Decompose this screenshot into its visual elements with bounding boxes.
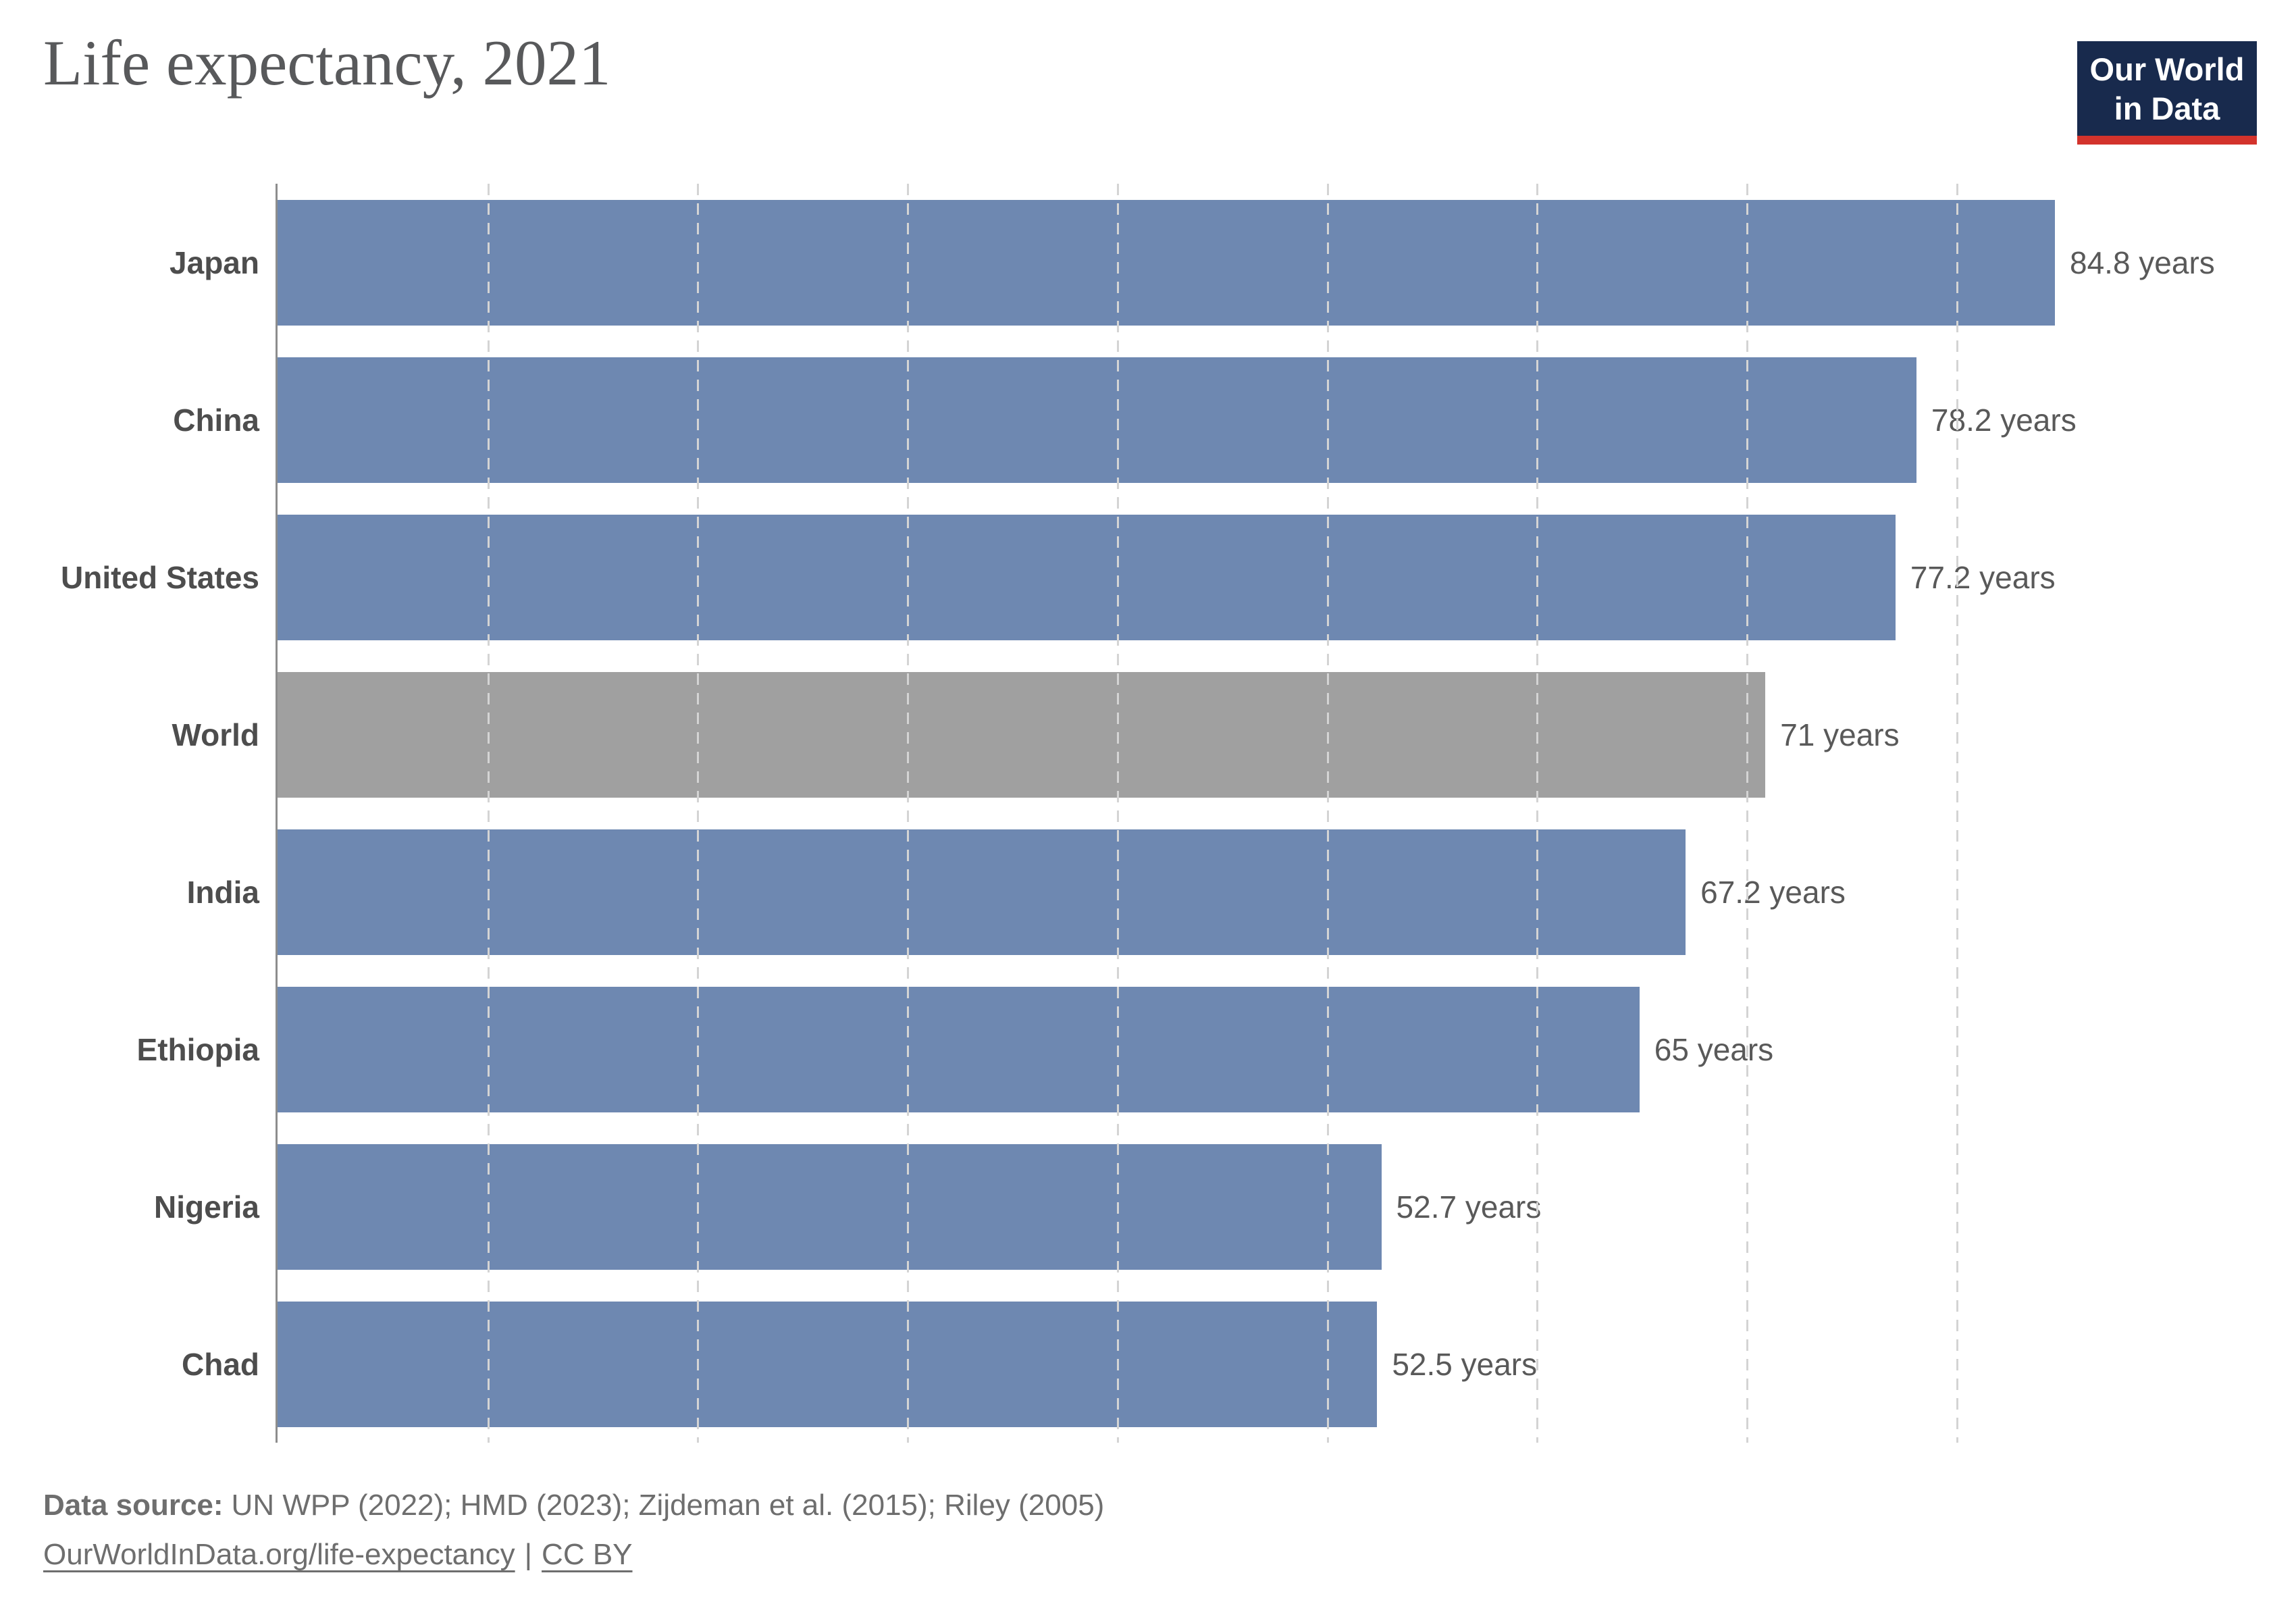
value-label: 67.2 years <box>1700 874 1846 910</box>
bar-nigeria[interactable] <box>276 1143 1382 1270</box>
row-plot: 52.7 years <box>276 1143 2055 1270</box>
row-nigeria: Nigeria 52.7 years <box>43 1128 2296 1285</box>
category-label: United States <box>61 559 259 595</box>
category-label: World <box>172 717 259 752</box>
owid-logo[interactable]: Our World in Data <box>2077 41 2257 145</box>
category-label: Ethiopia <box>136 1031 259 1067</box>
value-label: 52.7 years <box>1396 1189 1542 1225</box>
footer-links-line: OurWorldInData.org/life-expectancy | CC BY <box>43 1530 1104 1579</box>
value-label: 71 years <box>1780 717 1900 752</box>
row-japan: Japan 84.8 years <box>43 184 2296 341</box>
value-label: 84.8 years <box>2070 245 2215 280</box>
data-source-text: UN WPP (2022); HMD (2023); Zijdeman et a… <box>231 1489 1105 1522</box>
owid-logo-line2: in Data <box>2114 91 2220 126</box>
bar-china[interactable] <box>276 357 1916 483</box>
bar-rows: Japan 84.8 years China 78.2 years United… <box>43 184 2296 1443</box>
row-plot: 77.2 years <box>276 514 2056 640</box>
bar-india[interactable] <box>276 829 1686 955</box>
cc-by-link[interactable]: CC BY <box>542 1538 633 1571</box>
footer-divider: | <box>524 1538 533 1571</box>
bar-chad[interactable] <box>276 1301 1378 1427</box>
row-plot: 71 years <box>276 671 2055 798</box>
footer: Data source: UN WPP (2022); HMD (2023); Z… <box>43 1481 1104 1579</box>
category-label: India <box>186 874 259 910</box>
data-source-label: Data source: <box>43 1489 224 1522</box>
category-label: Nigeria <box>154 1189 259 1225</box>
row-china: China 78.2 years <box>43 341 2296 498</box>
plot-area: Japan 84.8 years China 78.2 years United… <box>0 184 2296 1443</box>
category-label: China <box>173 402 259 438</box>
bar-united-states[interactable] <box>276 514 1896 640</box>
data-source-line: Data source: UN WPP (2022); HMD (2023); Z… <box>43 1481 1104 1530</box>
page-title: Life expectancy, 2021 <box>43 27 611 99</box>
row-plot: 78.2 years <box>276 357 2077 483</box>
bar-ethiopia[interactable] <box>276 986 1640 1112</box>
bar-world[interactable] <box>276 671 1766 798</box>
owid-url-link[interactable]: OurWorldInData.org/life-expectancy <box>43 1538 515 1571</box>
row-plot: 52.5 years <box>276 1301 2055 1427</box>
row-plot: 65 years <box>276 986 2055 1112</box>
row-chad: Chad 52.5 years <box>43 1285 2296 1443</box>
value-label: 65 years <box>1654 1031 1774 1067</box>
owid-logo-line1: Our World <box>2089 51 2245 87</box>
row-plot: 84.8 years <box>276 199 2215 326</box>
value-label: 78.2 years <box>1931 402 2077 438</box>
row-plot: 67.2 years <box>276 829 2055 955</box>
category-label: Japan <box>169 245 259 280</box>
row-india: India 67.2 years <box>43 813 2296 971</box>
row-ethiopia: Ethiopia 65 years <box>43 971 2296 1128</box>
row-united-states: United States 77.2 years <box>43 498 2296 656</box>
bar-japan[interactable] <box>276 199 2055 326</box>
value-label: 52.5 years <box>1392 1346 1538 1382</box>
value-label: 77.2 years <box>1910 559 2056 595</box>
category-label: Chad <box>182 1346 259 1382</box>
row-world: World 71 years <box>43 656 2296 813</box>
